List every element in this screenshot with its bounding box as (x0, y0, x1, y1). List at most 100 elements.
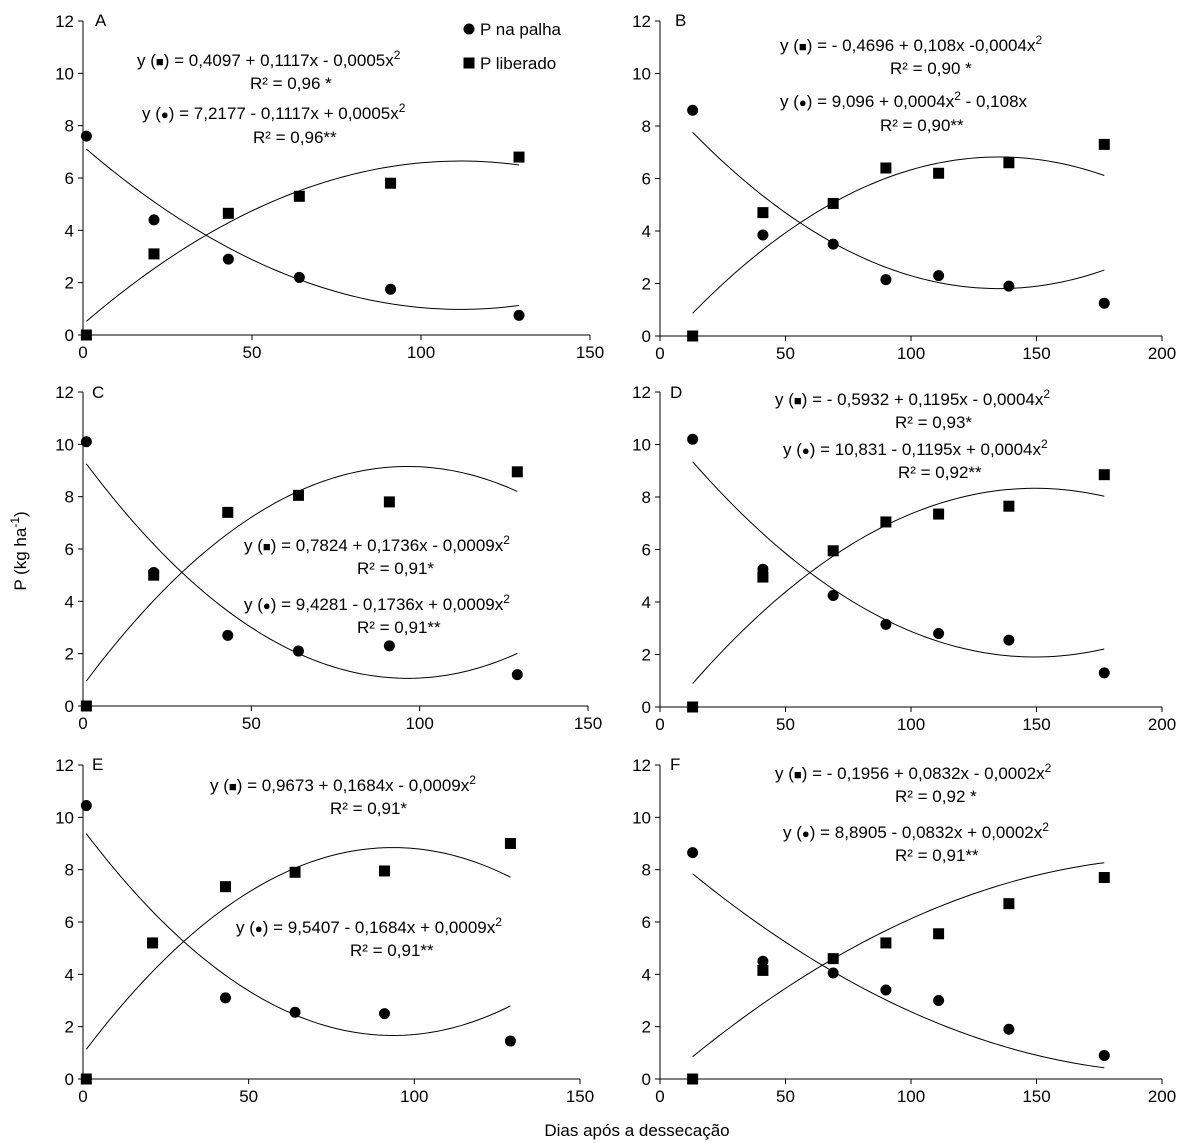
panel-letter-c: C (92, 383, 104, 402)
equation-c-2: y (●) = 9,4281 - 0,1736x + 0,0009x2 (244, 592, 510, 614)
x-tick-label: 150 (1022, 1087, 1050, 1106)
y-tick-label: 0 (65, 697, 74, 716)
y-tick-label: 8 (642, 117, 651, 136)
x-tick-label: 150 (1022, 715, 1050, 734)
y-tick-label: 12 (55, 12, 74, 31)
y-tick-label: 6 (65, 913, 74, 932)
y-tick-label: 0 (642, 327, 651, 346)
y-tick-label: 4 (65, 592, 74, 611)
x-tick-label: 0 (78, 714, 87, 733)
point-p-na-palha (383, 640, 395, 652)
point-p-na-palha (880, 274, 892, 286)
y-tick-label: 4 (65, 221, 74, 240)
x-tick-label: 100 (897, 715, 925, 734)
point-p-na-palha (687, 104, 699, 116)
r-squared-f-2: R² = 0,91** (895, 846, 979, 865)
point-p-na-palha (827, 589, 839, 601)
y-tick-label: 8 (65, 488, 74, 507)
point-p-liberado (219, 881, 231, 893)
x-tick-label: 0 (78, 343, 87, 362)
point-p-na-palha (1003, 1023, 1015, 1035)
point-p-na-palha (385, 283, 397, 295)
x-tick-label: 100 (405, 714, 433, 733)
x-tick-label: 200 (1148, 344, 1176, 363)
point-p-na-palha (933, 995, 945, 1006)
point-p-na-palha (292, 645, 304, 657)
point-p-liberado (504, 838, 516, 849)
point-p-liberado (379, 865, 391, 877)
y-tick-label: 2 (642, 646, 651, 665)
point-p-na-palha (880, 984, 892, 996)
point-p-na-palha (379, 1008, 391, 1020)
point-p-liberado (687, 330, 699, 342)
r-squared-c-2: R² = 0,91** (357, 618, 441, 637)
x-tick-label: 150 (576, 343, 604, 362)
y-tick-label: 4 (642, 965, 651, 984)
point-p-na-palha (757, 955, 769, 967)
y-tick-label: 6 (642, 170, 651, 189)
point-p-liberado (383, 496, 395, 508)
fit-curve-liberado (86, 160, 520, 322)
y-tick-label: 0 (642, 1070, 651, 1089)
equation-f-2: y (●) = 8,8905 - 0,0832x + 0,0002x2 (783, 820, 1049, 842)
x-tick-label: 200 (1148, 715, 1176, 734)
y-tick-label: 10 (55, 808, 74, 827)
y-tick-label: 0 (65, 326, 74, 345)
equation-a-2: y (●) = 7,2177 - 0,1117x + 0,0005x2 (142, 101, 406, 123)
point-p-liberado (222, 207, 234, 219)
y-tick-label: 4 (65, 965, 74, 984)
point-p-liberado (827, 545, 839, 557)
fit-curve-liberado (692, 487, 1105, 684)
point-p-liberado (1098, 138, 1110, 150)
y-tick-label: 2 (65, 274, 74, 293)
y-tick-label: 12 (55, 383, 74, 402)
point-p-liberado (1003, 157, 1015, 169)
legend-label-p-liberado: P liberado (480, 54, 556, 73)
legend-label-p-na-palha: P na palha (480, 20, 562, 39)
x-tick-label: 50 (776, 715, 795, 734)
point-p-liberado (880, 516, 892, 528)
equation-e-1: y (■) = 0,9673 + 0,1684x - 0,0009x2 (210, 773, 476, 795)
r-squared-b-1: R² = 0,90 * (890, 59, 972, 78)
point-p-na-palha (80, 130, 92, 142)
point-p-na-palha (933, 270, 945, 282)
x-tick-label: 150 (566, 1087, 594, 1106)
x-tick-label: 50 (242, 714, 261, 733)
x-axis-title: Dias após a dessecação (544, 1121, 729, 1140)
point-p-na-palha (1098, 1049, 1110, 1061)
point-p-liberado (880, 162, 892, 174)
fit-curve-palha (692, 131, 1105, 290)
point-p-liberado (757, 964, 769, 976)
panel-letter-e: E (92, 755, 103, 774)
r-squared-e-2: R² = 0,91** (350, 941, 434, 960)
point-p-na-palha (1098, 667, 1110, 679)
x-tick-label: 50 (243, 343, 262, 362)
y-tick-label: 12 (632, 383, 651, 402)
point-p-liberado (148, 248, 160, 260)
r-squared-e-1: R² = 0,91* (330, 799, 407, 818)
x-tick-label: 50 (776, 1087, 795, 1106)
y-tick-label: 10 (632, 436, 651, 455)
point-p-liberado (513, 151, 525, 163)
y-tick-label: 10 (55, 64, 74, 83)
x-tick-label: 150 (1022, 344, 1050, 363)
equation-c-1: y (■) = 0,7824 + 0,1736x - 0,0009x2 (244, 533, 510, 555)
r-squared-b-2: R² = 0,90** (880, 116, 964, 135)
equation-d-1: y (■) = - 0,5932 + 0,1195x - 0,0004x2 (775, 387, 1050, 409)
point-p-na-palha (222, 253, 234, 265)
x-tick-label: 50 (239, 1087, 258, 1106)
y-tick-label: 2 (65, 645, 74, 664)
point-p-liberado (293, 190, 305, 202)
point-p-na-palha (504, 1035, 516, 1047)
point-p-liberado (1098, 872, 1110, 884)
legend-circle-marker (463, 23, 475, 35)
x-tick-label: 50 (776, 344, 795, 363)
point-p-liberado (827, 197, 839, 209)
panel-letter-b: B (675, 11, 686, 30)
point-p-liberado (827, 953, 839, 965)
point-p-na-palha (148, 214, 160, 226)
r-squared-d-2: R² = 0,92** (898, 463, 982, 482)
point-p-liberado (511, 466, 523, 478)
equation-b-1: y (■) = - 0,4696 + 0,108x -0,0004x2 (780, 33, 1042, 55)
